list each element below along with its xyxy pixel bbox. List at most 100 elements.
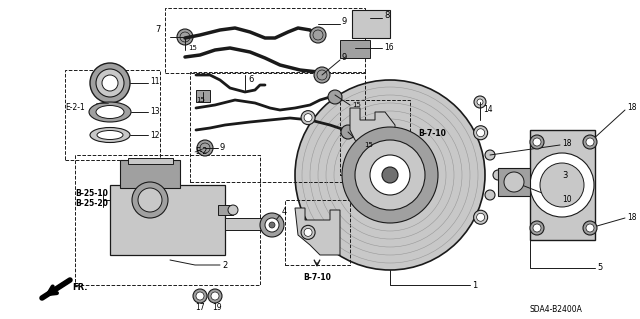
Circle shape	[196, 292, 204, 300]
Bar	[165, 8, 365, 73]
Text: 12: 12	[150, 130, 159, 139]
Text: 1: 1	[472, 280, 477, 290]
Text: 13: 13	[150, 108, 159, 116]
Circle shape	[342, 127, 438, 223]
Bar	[340, 40, 370, 58]
Circle shape	[304, 114, 312, 122]
Text: 15: 15	[352, 102, 361, 108]
Bar	[225, 218, 280, 230]
Circle shape	[474, 96, 486, 108]
Circle shape	[310, 27, 326, 43]
Bar	[285, 200, 350, 265]
Text: E-2-1: E-2-1	[65, 103, 84, 113]
Circle shape	[530, 153, 594, 217]
Text: 15: 15	[188, 45, 197, 51]
Circle shape	[265, 218, 279, 232]
Bar	[120, 160, 180, 188]
Bar	[110, 185, 225, 255]
Circle shape	[504, 172, 524, 192]
Bar	[75, 155, 260, 285]
Circle shape	[328, 90, 342, 104]
Circle shape	[90, 63, 130, 103]
Circle shape	[530, 135, 544, 149]
Circle shape	[295, 80, 485, 270]
Text: 4: 4	[282, 207, 287, 217]
Circle shape	[341, 125, 355, 139]
Text: 16: 16	[384, 43, 394, 53]
Text: 6: 6	[248, 76, 253, 85]
Circle shape	[474, 210, 488, 224]
Circle shape	[304, 228, 312, 236]
Text: 11: 11	[150, 78, 159, 86]
Bar	[65, 70, 160, 160]
Circle shape	[485, 150, 495, 160]
Text: 15: 15	[196, 97, 205, 103]
Bar	[352, 10, 390, 38]
Text: 10: 10	[562, 196, 572, 204]
Circle shape	[228, 205, 238, 215]
Text: 17: 17	[195, 302, 205, 311]
Polygon shape	[350, 108, 395, 148]
Circle shape	[477, 213, 484, 221]
Circle shape	[530, 221, 544, 235]
Ellipse shape	[97, 130, 123, 139]
Text: FR.: FR.	[72, 284, 88, 293]
Polygon shape	[295, 208, 340, 255]
Circle shape	[301, 225, 315, 239]
Bar	[190, 72, 365, 182]
Text: 18: 18	[562, 138, 572, 147]
Circle shape	[96, 69, 124, 97]
Text: 9: 9	[342, 54, 348, 63]
Circle shape	[586, 224, 594, 232]
Bar	[340, 100, 410, 175]
Circle shape	[485, 190, 495, 200]
Text: 15: 15	[364, 142, 373, 148]
Bar	[196, 90, 210, 102]
Text: SDA4-B2400A: SDA4-B2400A	[530, 306, 583, 315]
Text: 8: 8	[384, 11, 389, 20]
Circle shape	[193, 289, 207, 303]
Text: 18: 18	[627, 103, 637, 113]
Text: B-25-10: B-25-10	[75, 189, 108, 197]
Ellipse shape	[90, 128, 130, 143]
Circle shape	[477, 129, 484, 137]
Circle shape	[211, 292, 219, 300]
Text: 9: 9	[220, 144, 225, 152]
Text: E-2: E-2	[195, 147, 207, 157]
Text: 9: 9	[342, 18, 348, 26]
Text: B-25-20: B-25-20	[75, 198, 108, 207]
Text: 14: 14	[483, 106, 493, 115]
Circle shape	[138, 188, 162, 212]
Text: 19: 19	[212, 302, 221, 311]
Circle shape	[477, 99, 483, 105]
Text: 2: 2	[222, 261, 227, 270]
Circle shape	[102, 75, 118, 91]
Bar	[128, 158, 173, 164]
Circle shape	[208, 289, 222, 303]
Circle shape	[533, 224, 541, 232]
Ellipse shape	[89, 102, 131, 122]
Circle shape	[269, 222, 275, 228]
Circle shape	[260, 213, 284, 237]
Circle shape	[355, 140, 425, 210]
Circle shape	[583, 221, 597, 235]
Circle shape	[301, 111, 315, 125]
Bar	[530, 130, 595, 240]
Bar	[498, 168, 530, 196]
Circle shape	[177, 29, 193, 45]
Text: 7: 7	[155, 26, 161, 34]
Circle shape	[586, 138, 594, 146]
Circle shape	[533, 138, 541, 146]
Circle shape	[540, 163, 584, 207]
Ellipse shape	[96, 106, 124, 118]
Text: B-7-10: B-7-10	[418, 129, 446, 137]
Circle shape	[314, 67, 330, 83]
Circle shape	[132, 182, 168, 218]
Text: 5: 5	[597, 263, 602, 272]
Text: B-7-10: B-7-10	[303, 273, 331, 283]
Circle shape	[370, 155, 410, 195]
Text: 18: 18	[627, 213, 637, 222]
Circle shape	[474, 126, 488, 140]
Bar	[218, 205, 233, 215]
Circle shape	[197, 140, 213, 156]
